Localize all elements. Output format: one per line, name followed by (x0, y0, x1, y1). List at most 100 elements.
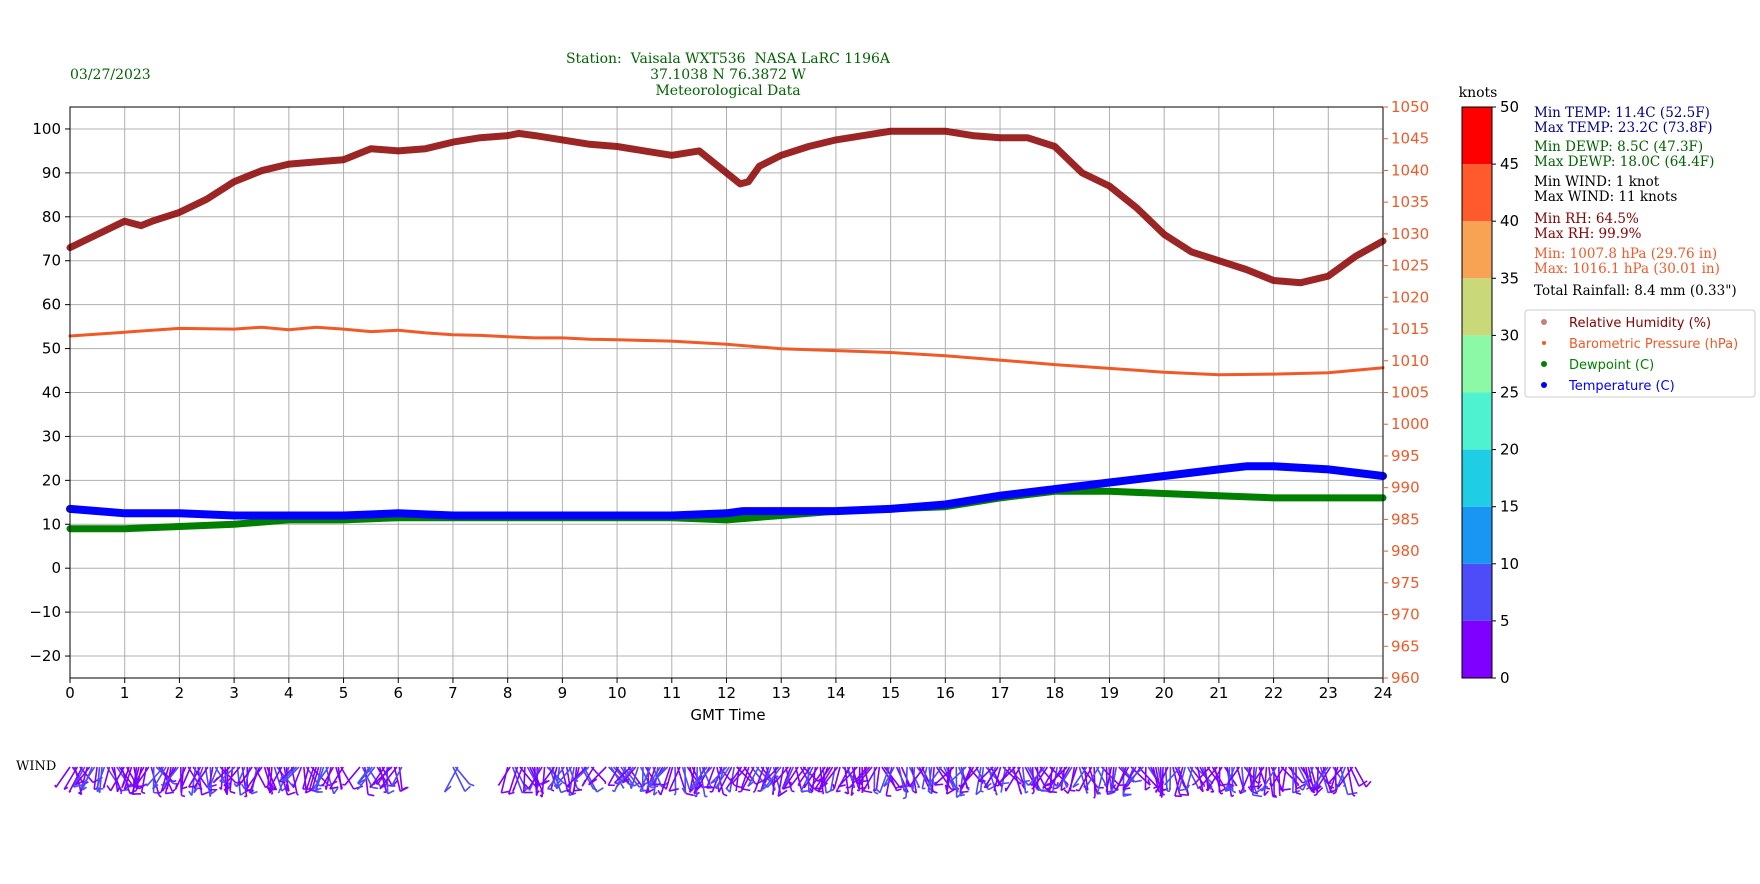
legend-label-dewpoint: Dewpoint (C) (1569, 358, 1654, 373)
colorbar-unit-label: knots (1459, 85, 1498, 101)
stat-min-wind: Min WIND: 1 knot (1534, 174, 1660, 190)
x-tick-label: 12 (717, 684, 736, 702)
right-tick-label: 1025 (1391, 257, 1429, 275)
wind-barb-flag (469, 784, 474, 786)
wind-barb-flag (173, 789, 176, 791)
wind-barb-flag (104, 784, 105, 788)
x-tick-label: 5 (339, 684, 349, 702)
wind-barb (445, 767, 458, 792)
wind-barb-flag (142, 792, 145, 793)
left-tick-label: 100 (32, 120, 61, 138)
left-tick-label: 30 (42, 427, 61, 445)
wind-barb-flag (97, 788, 104, 789)
colorbar-band (1462, 564, 1492, 621)
wind-barb (1264, 767, 1266, 796)
wind-barb-flag (133, 791, 136, 792)
stat-min-dewp: Min DEWP: 8.5C (47.3F) (1534, 139, 1703, 155)
wind-barb-flag (790, 782, 791, 787)
left-tick-label: −10 (29, 603, 61, 621)
right-tick-label: 965 (1391, 637, 1420, 655)
wind-barb-flag (1032, 792, 1034, 793)
wind-barb-flag (244, 796, 246, 797)
wind-barb-flag (1087, 792, 1088, 794)
wind-barb-flag (1054, 788, 1058, 789)
right-tick-label: 1040 (1391, 161, 1429, 179)
wind-barb-flag (1296, 793, 1301, 795)
colorbar-band (1462, 393, 1492, 450)
wind-barb-flag (928, 791, 930, 792)
wind-label: WIND (16, 759, 56, 774)
left-tick-label: 50 (42, 340, 61, 358)
wind-barb-flag (342, 784, 344, 785)
colorbar-band (1462, 450, 1492, 507)
grid-lines (70, 107, 1383, 678)
right-tick-label: 970 (1391, 606, 1420, 624)
wind-barb (1086, 767, 1099, 788)
legend: Relative Humidity (%) Barometric Pressur… (1525, 310, 1755, 397)
stat-max-temp: Max TEMP: 23.2C (73.8F) (1534, 120, 1713, 136)
wind-barb-flag (612, 790, 614, 791)
wind-barb-flag (1333, 792, 1336, 794)
colorbar-tick-label: 20 (1500, 441, 1519, 459)
right-tick-label: 1005 (1391, 384, 1429, 402)
wind-barb-flag (857, 790, 859, 791)
right-tick-label: 990 (1391, 479, 1420, 497)
right-tick-label: 1015 (1391, 320, 1429, 338)
wind-barb-flag (966, 787, 967, 788)
wind-barb-flag (1234, 781, 1237, 786)
wind-barb-flag (758, 790, 762, 791)
wind-barb-flag (194, 788, 195, 789)
left-tick-label: 80 (42, 208, 61, 226)
wind-barb-flag (918, 786, 920, 787)
wind-barb-flag (874, 792, 878, 794)
wind-barb-flag (536, 794, 537, 796)
right-tick-label: 960 (1391, 669, 1420, 687)
wind-barb (1293, 767, 1294, 793)
left-tick-label: 0 (51, 559, 61, 577)
wind-barb-flag (173, 781, 177, 782)
wind-barb-flag (1076, 790, 1079, 791)
station-title: Station: Vaisala WXT536 NASA LaRC 1196A (566, 51, 891, 67)
legend-label-rh: Relative Humidity (%) (1569, 316, 1711, 331)
wind-barb-flag (1299, 787, 1303, 790)
colorbar-tick-label: 15 (1500, 498, 1519, 516)
wind-barb-flag (792, 791, 795, 792)
colorbar-tick-label: 30 (1500, 326, 1519, 344)
wind-barb-flag (279, 781, 285, 782)
wind-barb-flag (368, 794, 374, 795)
wind-barb-flag (165, 792, 174, 793)
wind-barb-flag (284, 780, 285, 781)
wind-barb-flag (903, 797, 906, 798)
left-tick-label: 20 (42, 471, 61, 489)
colorbar-band (1462, 335, 1492, 392)
wind-barb-flag (784, 787, 785, 789)
wind-barb-flag (597, 788, 604, 792)
legend-label-temperature: Temperature (C) (1568, 379, 1675, 394)
stat-min-temp: Min TEMP: 11.4C (52.5F) (1534, 105, 1710, 121)
wind-barb (94, 767, 97, 789)
wind-barb-flag (1070, 790, 1075, 791)
wind-barb-flag (801, 791, 811, 792)
x-tick-label: 13 (772, 684, 791, 702)
wind-barb-flag (55, 785, 56, 787)
wind-barb-flag (775, 781, 776, 783)
wind-barb-flag (402, 787, 407, 790)
wind-barb-flag (374, 783, 375, 785)
coordinates-title: 37.1038 N 76.3872 W (650, 67, 806, 83)
wind-barb-flag (753, 791, 755, 792)
colorbar-band (1462, 164, 1492, 221)
x-tick-label: 16 (936, 684, 955, 702)
wind-barb-flag (1314, 794, 1317, 795)
right-tick-label: 995 (1391, 447, 1420, 465)
wind-barb (1094, 767, 1095, 796)
wind-barb-flag (288, 792, 296, 795)
legend-marker-temperature (1541, 382, 1547, 388)
x-tick-label: 4 (284, 684, 294, 702)
wind-barb-flag (230, 792, 235, 794)
wind-barb-flag (1353, 795, 1355, 796)
right-tick-label: 1020 (1391, 288, 1429, 306)
colorbar-band (1462, 507, 1492, 564)
wind-barb-flag (686, 794, 693, 796)
wind-barb-flag (1231, 795, 1233, 796)
stat-min-pressure: Min: 1007.8 hPa (29.76 in) (1534, 246, 1717, 262)
